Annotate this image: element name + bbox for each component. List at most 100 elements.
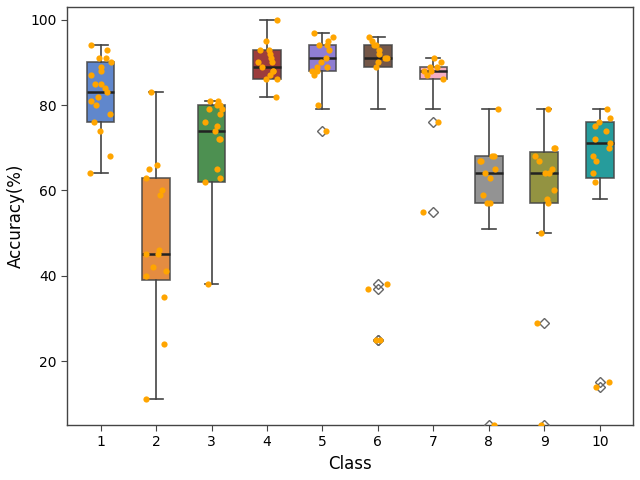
Point bbox=[418, 208, 428, 216]
Point bbox=[313, 101, 323, 109]
Point bbox=[322, 41, 332, 49]
Point bbox=[475, 156, 485, 164]
Point bbox=[371, 336, 381, 344]
PathPatch shape bbox=[586, 122, 614, 178]
Point bbox=[371, 41, 381, 49]
Point bbox=[215, 110, 225, 118]
Point bbox=[591, 156, 602, 164]
Point bbox=[484, 174, 495, 181]
PathPatch shape bbox=[531, 152, 558, 203]
Point bbox=[89, 118, 99, 126]
Point bbox=[536, 229, 546, 237]
Point bbox=[86, 72, 96, 79]
Point bbox=[490, 165, 500, 173]
Point bbox=[148, 264, 158, 271]
Point bbox=[547, 165, 557, 173]
Point bbox=[268, 59, 278, 66]
Point bbox=[260, 76, 271, 84]
Point bbox=[588, 169, 598, 177]
PathPatch shape bbox=[475, 156, 502, 203]
Point bbox=[429, 54, 440, 62]
Point bbox=[601, 127, 611, 134]
Point bbox=[550, 144, 560, 152]
Point bbox=[102, 46, 112, 53]
Point bbox=[141, 251, 151, 258]
Point bbox=[322, 63, 332, 71]
Point bbox=[272, 16, 282, 24]
Point bbox=[426, 67, 436, 75]
Point bbox=[213, 97, 223, 105]
Point bbox=[374, 336, 385, 344]
Point bbox=[532, 319, 542, 326]
Point bbox=[593, 118, 604, 126]
Point bbox=[272, 76, 282, 84]
Point bbox=[104, 110, 115, 118]
Point bbox=[214, 174, 225, 181]
Point bbox=[204, 106, 214, 113]
Point bbox=[268, 67, 278, 75]
Point bbox=[588, 153, 598, 160]
Point bbox=[94, 54, 104, 62]
Point bbox=[433, 63, 443, 71]
Point bbox=[200, 178, 210, 186]
Point bbox=[493, 106, 503, 113]
Point bbox=[200, 118, 210, 126]
Point bbox=[212, 122, 222, 130]
Point bbox=[321, 54, 331, 62]
Point bbox=[147, 88, 157, 96]
Point bbox=[86, 41, 96, 49]
Point bbox=[141, 396, 151, 403]
Point bbox=[548, 187, 559, 194]
Point bbox=[481, 199, 492, 207]
Point bbox=[424, 63, 435, 71]
Point bbox=[364, 33, 374, 41]
PathPatch shape bbox=[86, 62, 115, 122]
Point bbox=[106, 59, 116, 66]
Point bbox=[161, 268, 171, 276]
Point bbox=[590, 135, 600, 143]
Point bbox=[542, 195, 552, 203]
Point bbox=[214, 135, 225, 143]
Point bbox=[543, 199, 553, 207]
Point bbox=[544, 169, 554, 177]
Point bbox=[540, 169, 550, 177]
Point bbox=[85, 169, 95, 177]
Point bbox=[590, 122, 600, 130]
Point bbox=[217, 106, 227, 113]
PathPatch shape bbox=[198, 105, 225, 182]
Point bbox=[255, 46, 265, 53]
Point bbox=[374, 46, 385, 53]
Point bbox=[364, 285, 374, 292]
Point bbox=[605, 140, 616, 147]
Point bbox=[264, 50, 275, 58]
Point bbox=[549, 144, 559, 152]
Point bbox=[152, 161, 162, 168]
Point bbox=[264, 46, 274, 53]
Point bbox=[144, 165, 154, 173]
Point bbox=[205, 97, 215, 105]
Point bbox=[94, 127, 104, 134]
Point bbox=[99, 84, 109, 92]
Point bbox=[490, 153, 500, 160]
Point bbox=[369, 41, 379, 49]
Point bbox=[307, 67, 317, 75]
Point bbox=[95, 80, 106, 87]
Point bbox=[533, 156, 543, 164]
Point bbox=[382, 54, 392, 62]
Point bbox=[312, 63, 322, 71]
Point bbox=[531, 153, 541, 160]
Point bbox=[265, 72, 275, 79]
Point bbox=[215, 135, 225, 143]
Point bbox=[141, 174, 152, 181]
Point bbox=[90, 80, 100, 87]
Point bbox=[268, 67, 278, 75]
Point bbox=[154, 191, 164, 199]
Point bbox=[371, 63, 381, 71]
Point bbox=[253, 59, 263, 66]
Point bbox=[323, 37, 333, 45]
Point bbox=[373, 59, 383, 66]
Point bbox=[488, 421, 499, 429]
Point bbox=[321, 127, 331, 134]
Point bbox=[543, 106, 553, 113]
Point bbox=[102, 88, 113, 96]
